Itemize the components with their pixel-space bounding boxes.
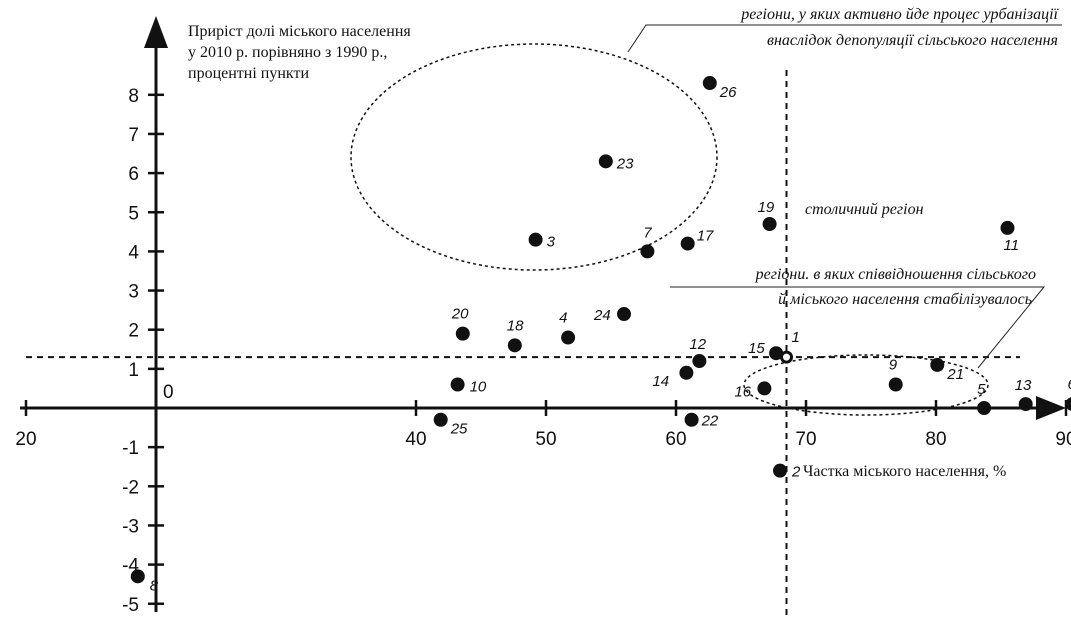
data-point-label-14: 14: [652, 373, 669, 390]
y-tick-label: 1: [128, 360, 139, 381]
x-tick-label: 70: [795, 429, 816, 450]
data-point-label-10: 10: [470, 379, 487, 396]
group-ellipse-stabilized: [743, 354, 989, 416]
data-point-16: [757, 381, 772, 396]
data-point-26: [702, 76, 717, 91]
y-tick-label: 2: [128, 321, 139, 342]
data-point-23: [598, 154, 613, 169]
points-layer: 1234567891011121314151617181920212223242…: [130, 76, 1071, 594]
data-point-label-15: 15: [748, 340, 765, 357]
data-point-22: [684, 412, 699, 427]
x-tick-label: 80: [925, 429, 946, 450]
axes-layer: 20405060708090876543210-1-2-3-4-5: [15, 16, 1071, 616]
data-point-11: [1000, 220, 1015, 235]
data-point-label-19: 19: [758, 199, 775, 216]
data-point-label-23: 23: [616, 155, 634, 172]
data-point-label-18: 18: [507, 317, 524, 334]
data-point-label-17: 17: [697, 228, 714, 245]
data-point-label-21: 21: [946, 366, 964, 383]
y-axis-title-line-2: у 2010 р. порівняно з 1990 р.,: [188, 44, 387, 61]
data-point-label-4: 4: [559, 310, 567, 327]
y-tick-label: 7: [128, 125, 139, 146]
data-point-12: [692, 354, 707, 369]
data-point-14: [679, 365, 694, 380]
data-point-17: [680, 236, 695, 251]
y-tick-label: -2: [122, 477, 139, 498]
data-point-13: [1018, 397, 1033, 412]
data-point-label-25: 25: [450, 421, 468, 438]
data-point-label-26: 26: [719, 84, 737, 101]
data-point-label-11: 11: [1004, 237, 1020, 254]
x-axis-title: Частка міського населення, %: [803, 463, 1006, 480]
data-point-8: [130, 569, 145, 584]
y-tick-label: -1: [122, 438, 139, 459]
annotation-urbanization-line-2: внаслідок депопуляції сільського населен…: [767, 32, 1058, 49]
data-point-label-7: 7: [643, 224, 652, 241]
data-point-25: [433, 412, 448, 427]
data-point-label-6: 6: [1068, 376, 1071, 393]
y-tick-label: 8: [128, 86, 139, 107]
y-tick-label: -5: [122, 595, 139, 616]
data-point-3: [528, 232, 543, 247]
data-point-15: [769, 346, 784, 361]
x-tick-label: 90: [1055, 429, 1071, 450]
annotation-capital: столичний регіон: [805, 201, 924, 218]
y-tick-label: -3: [122, 516, 139, 537]
data-point-7: [640, 244, 655, 259]
x-tick-label: 20: [15, 429, 36, 450]
data-point-4: [561, 330, 576, 345]
y-tick-label: 5: [128, 203, 139, 224]
annotation-stabilized-leader: [670, 286, 1046, 369]
y-axis-title-line-1: Приріст долі міського населення: [188, 23, 411, 40]
data-point-label-20: 20: [451, 306, 469, 323]
data-point-label-16: 16: [734, 383, 751, 400]
data-point-20: [455, 326, 470, 341]
annotation-urbanization-leader: [627, 24, 1062, 53]
data-point-label-1: 1: [792, 329, 800, 346]
data-point-2: [773, 463, 787, 478]
data-point-19: [762, 216, 777, 231]
data-point-label-5: 5: [977, 381, 986, 398]
guide-layer: [26, 43, 1020, 617]
data-point-label-24: 24: [593, 307, 611, 324]
data-point-21: [930, 357, 945, 372]
x-tick-label: 60: [665, 429, 686, 450]
data-point-label-2: 2: [791, 464, 801, 481]
y-tick-label: 4: [128, 242, 139, 263]
data-point-label-9: 9: [889, 357, 898, 374]
data-point-24: [617, 307, 631, 322]
data-point-10: [450, 377, 465, 392]
data-point-5: [977, 401, 992, 415]
y-tick-label: 3: [128, 282, 139, 303]
data-point-9: [888, 377, 903, 392]
group-ellipse-urbanization: [350, 43, 718, 271]
data-point-label-22: 22: [701, 413, 719, 430]
x-tick-label: 40: [405, 429, 426, 450]
y-tick-label: 6: [128, 164, 139, 185]
y-tick-label: 0: [163, 382, 174, 403]
data-point-label-3: 3: [547, 234, 556, 251]
data-point-6: [1065, 397, 1071, 411]
data-point-label-8: 8: [150, 577, 159, 594]
y-axis-arrowhead: [144, 16, 168, 48]
data-point-label-13: 13: [1015, 377, 1032, 394]
annotation-stabilized-line-1: регіони. в яких співвідношення сільськог…: [755, 266, 1036, 283]
annotation-urbanization-line-1: регіони, у яких активно йде процес урбан…: [740, 6, 1059, 23]
x-tick-label: 50: [535, 429, 556, 450]
data-point-label-12: 12: [689, 336, 706, 353]
data-point-18: [507, 338, 522, 353]
y-axis-title-line-3: процентні пункти: [188, 65, 309, 82]
annotation-stabilized-line-2: й міського населення стабілізувалось: [778, 291, 1032, 308]
x-axis-arrowhead: [1036, 396, 1066, 420]
